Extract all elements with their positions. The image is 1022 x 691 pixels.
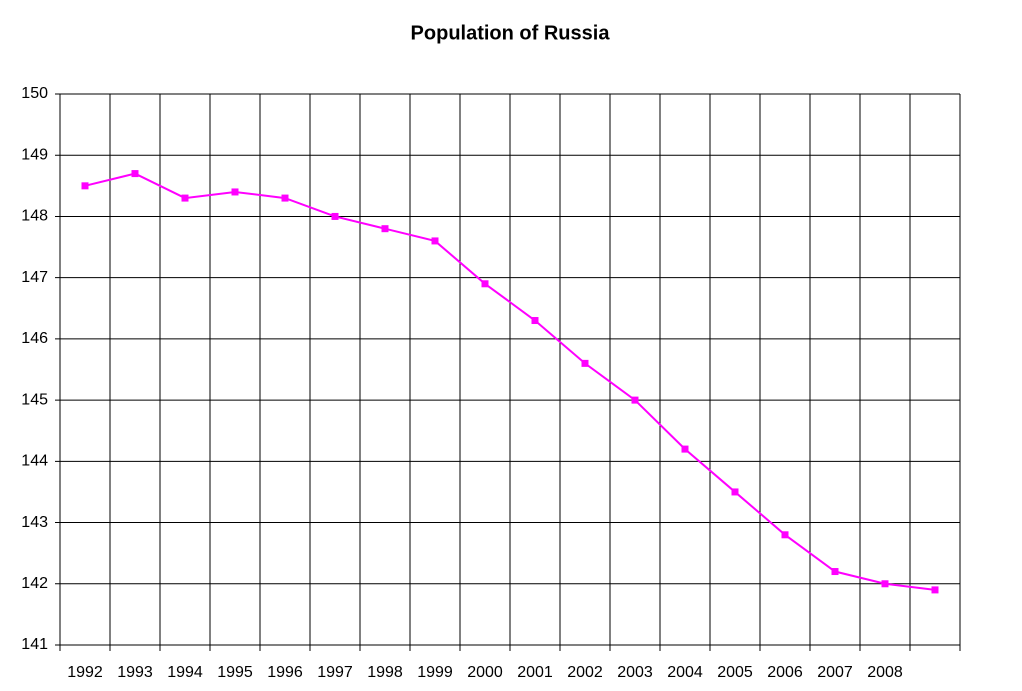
x-tick-label: 2002	[567, 664, 603, 681]
x-tick-label: 2000	[467, 664, 503, 681]
data-marker	[381, 225, 389, 233]
data-marker	[731, 488, 739, 496]
y-tick-label: 143	[21, 514, 48, 531]
y-tick-label: 145	[21, 391, 48, 408]
x-tick-label: 1999	[417, 664, 453, 681]
x-tick-label: 2008	[867, 664, 903, 681]
y-tick-label: 144	[21, 453, 48, 470]
x-tick-label: 2001	[517, 664, 553, 681]
data-marker	[181, 194, 189, 202]
x-tick-label: 2003	[617, 664, 653, 681]
x-tick-label: 1996	[267, 664, 303, 681]
data-marker	[831, 568, 839, 576]
y-tick-label: 141	[21, 636, 48, 653]
x-tick-label: 2006	[767, 664, 803, 681]
y-tick-label: 147	[21, 269, 48, 286]
x-tick-label: 1992	[67, 664, 103, 681]
data-line	[84, 172, 936, 591]
data-marker	[781, 531, 789, 539]
x-tick-label: 1997	[317, 664, 353, 681]
data-marker	[431, 237, 439, 245]
data-marker	[631, 396, 639, 404]
x-tick-label: 2004	[667, 664, 703, 681]
x-tick-label: 1993	[117, 664, 153, 681]
data-marker	[281, 194, 289, 202]
y-tick-label: 148	[21, 208, 48, 225]
x-tick-label: 1995	[217, 664, 253, 681]
data-marker	[531, 317, 539, 325]
data-marker	[681, 445, 689, 453]
x-tick-label: 2007	[817, 664, 853, 681]
data-marker	[131, 170, 139, 178]
y-tick-label: 149	[21, 146, 48, 163]
x-tick-label: 1994	[167, 664, 203, 681]
data-marker	[331, 212, 339, 220]
data-marker	[581, 359, 589, 367]
data-marker	[931, 586, 939, 594]
chart-title: Population of Russia	[411, 22, 611, 44]
data-marker	[881, 580, 889, 588]
data-marker	[481, 280, 489, 288]
data-marker	[81, 182, 89, 190]
y-tick-label: 150	[21, 85, 48, 102]
y-tick-label: 146	[21, 330, 48, 347]
data-marker	[231, 188, 239, 196]
x-tick-label: 1998	[367, 664, 403, 681]
y-tick-label: 142	[21, 575, 48, 592]
x-tick-label: 2005	[717, 664, 753, 681]
